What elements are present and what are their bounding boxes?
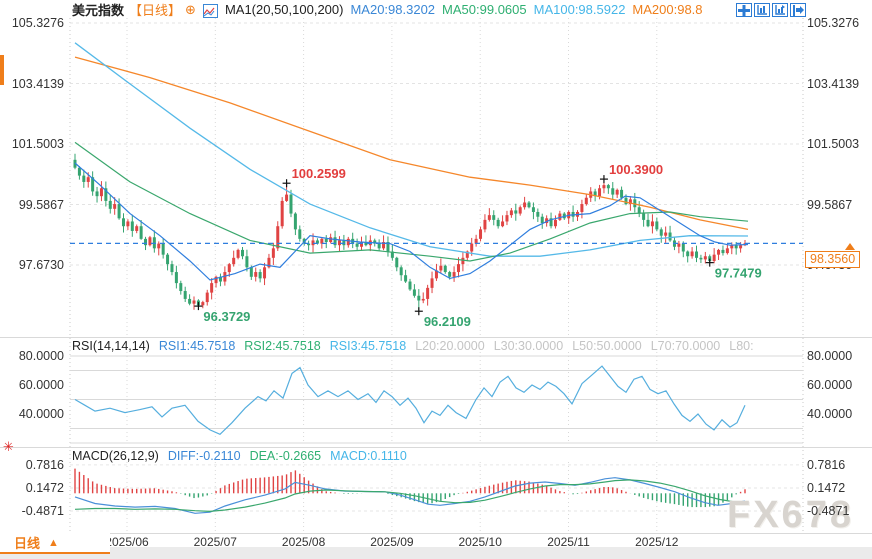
- svg-text:96.2109: 96.2109: [424, 314, 471, 329]
- price-axis-label-left: 103.4139: [11, 76, 64, 91]
- rsi-l30: L30:30.0000: [493, 339, 564, 353]
- macd-axis-label-right: 0.1472: [807, 480, 846, 495]
- main-rsi-separator: [0, 337, 872, 338]
- left-accent-strip: [0, 55, 4, 85]
- macd-name[interactable]: MACD(26,12,9): [72, 449, 159, 463]
- date-axis-label: 2025/09: [370, 535, 414, 549]
- price-axis-label-left: 101.5003: [11, 137, 64, 151]
- svg-text:100.2599: 100.2599: [292, 166, 346, 181]
- tab-daily[interactable]: 日线 ▲: [0, 533, 110, 554]
- rsi-axis-label-right: 60.0000: [807, 378, 853, 392]
- symbol-title: 美元指数: [72, 3, 125, 18]
- macd-axis-label-left: -0.4871: [21, 503, 64, 518]
- rsi-l20: L20:20.0000: [415, 339, 485, 353]
- scale-x-axis-icon[interactable]: [772, 3, 788, 17]
- price-axis-label-right: 105.3276: [807, 16, 860, 30]
- svg-text:97.7479: 97.7479: [715, 266, 762, 281]
- rsi-axis-label-right: 80.0000: [807, 349, 853, 363]
- tab-daily-label: 日线: [14, 536, 41, 551]
- svg-text:96.3729: 96.3729: [203, 309, 250, 324]
- price-axis-label-right: 99.5867: [807, 197, 853, 212]
- date-axis-label: 2025/10: [458, 535, 502, 549]
- macd-dea-value: DEA:-0.2665: [249, 449, 322, 463]
- rsi3-value: RSI3:45.7518: [329, 339, 407, 353]
- fx678-watermark: FX678: [727, 494, 854, 536]
- ma200-value: MA200:98.8: [632, 2, 703, 17]
- macd-axis-label-right: 0.7816: [807, 457, 846, 472]
- date-axis-label: 2025/08: [281, 535, 326, 549]
- ma-group-label[interactable]: MA1(20,50,100,200): [224, 2, 344, 17]
- price-axis-label-right: 101.5003: [807, 137, 860, 151]
- add-indicator-icon[interactable]: ⊕: [185, 1, 196, 17]
- rsi-axis-label-left: 40.0000: [18, 407, 64, 421]
- price-axis-label-left: 97.6730: [18, 258, 64, 272]
- macd-axis-label-left: 0.7816: [25, 457, 64, 472]
- ma-chart-icon[interactable]: [202, 3, 218, 18]
- rsi-l50: L50:50.0000: [572, 339, 642, 353]
- price-axis-label-right: 103.4139: [807, 76, 860, 91]
- rsi-macd-separator: [0, 447, 872, 448]
- rsi1-value: RSI1:45.7518: [158, 339, 236, 353]
- rsi-l70: L70:70.0000: [650, 339, 721, 353]
- rsi-name[interactable]: RSI(14,14,14): [72, 339, 150, 353]
- macd-dates-separator: [0, 533, 872, 534]
- price-tag-arrow: [845, 243, 855, 250]
- rsi-axis-label-right: 40.0000: [807, 407, 853, 421]
- rsi2-value: RSI2:45.7518: [244, 339, 321, 353]
- chart-toolbar: [736, 3, 806, 17]
- price-axis-label-left: 105.3276: [11, 16, 64, 30]
- ma20-value: MA20:98.3202: [350, 2, 436, 17]
- rsi-axis-label-left: 60.0000: [18, 378, 64, 392]
- date-axis-label: 2025/11: [547, 535, 590, 549]
- scale-y-axis-icon[interactable]: [754, 3, 770, 17]
- date-axis-label: 2025/06: [105, 535, 149, 549]
- svg-text:100.3900: 100.3900: [609, 162, 663, 177]
- macd-axis-label-right: -0.4871: [807, 503, 850, 518]
- period-badge: 【日线】: [129, 3, 182, 18]
- rsi-l80: L80:: [729, 339, 754, 353]
- macd-axis-label-left: 0.1472: [25, 480, 64, 495]
- chart-header: 美元指数 【日线】 ⊕ MA1(20,50,100,200) MA20:98.3…: [72, 1, 710, 19]
- rsi-header: RSI(14,14,14) RSI1:45.7518 RSI2:45.7518 …: [72, 339, 763, 353]
- macd-diff-value: DIFF:-0.2110: [167, 449, 241, 463]
- bottom-bar: [0, 547, 872, 559]
- ma50-value: MA50:99.0605: [442, 2, 527, 17]
- crosshair-icon[interactable]: [736, 3, 752, 17]
- date-axis-label: 2025/07: [193, 535, 237, 549]
- price-alert-icon[interactable]: ✳: [3, 439, 14, 454]
- macd-header: MACD(26,12,9) DIFF:-0.2110 DEA:-0.2665 M…: [72, 449, 416, 463]
- tab-arrow-icon: ▲: [48, 536, 59, 549]
- price-axis-label-left: 99.5867: [18, 197, 64, 212]
- go-to-latest-icon[interactable]: [790, 3, 806, 17]
- ma100-value: MA100:98.5922: [533, 2, 626, 17]
- rsi-axis-label-left: 80.0000: [18, 349, 64, 363]
- macd-macd-value: MACD:0.1110: [330, 449, 407, 463]
- date-axis-label: 2025/12: [635, 535, 679, 549]
- current-price-tag[interactable]: 98.3560: [805, 251, 861, 268]
